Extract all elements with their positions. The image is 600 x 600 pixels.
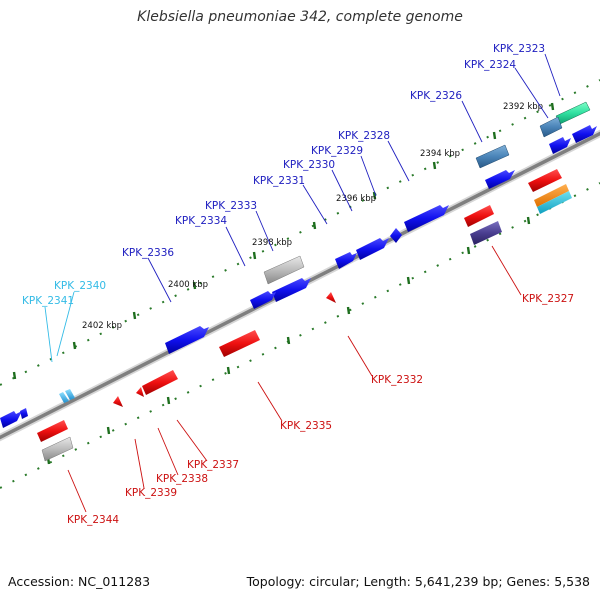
- gene-kpk-2344[interactable]: [41, 436, 74, 462]
- label-kpk-2334: KPK_2334: [175, 215, 227, 227]
- kbp-label-2394: 2394 kbp: [420, 149, 460, 159]
- label-kpk-2330: KPK_2330: [283, 159, 335, 171]
- label-kpk-2340: KPK_2340: [54, 280, 106, 292]
- accession-text: Accession: NC_011283: [8, 574, 151, 589]
- gene-kpk-2327-b[interactable]: [470, 221, 502, 245]
- leader-lines-top: [44, 53, 561, 363]
- label-kpk-2336: KPK_2336: [122, 247, 174, 259]
- label-kpk-2338: KPK_2338: [156, 473, 208, 485]
- gene-kpk-2340[interactable]: [65, 389, 75, 400]
- label-kpk-2337: KPK_2337: [187, 459, 239, 471]
- gene-kpk-2341[interactable]: [59, 392, 69, 403]
- gene-kpk-2333-cds[interactable]: [272, 278, 311, 302]
- tick-track-major: [12, 102, 555, 465]
- gene-kpk-2325-a[interactable]: [528, 169, 562, 192]
- gene-kpk-2338[interactable]: [136, 387, 144, 397]
- label-kpk-2328: KPK_2328: [338, 130, 390, 142]
- gene-kpk-2325-b[interactable]: [534, 184, 569, 207]
- label-kpk-2341: KPK_2341: [22, 295, 74, 307]
- gene-kpk-2333[interactable]: [263, 255, 305, 285]
- kbp-label-2402: 2402 kbp: [82, 321, 122, 331]
- genome-summary-text: Topology: circular; Length: 5,641,239 bp…: [246, 574, 590, 589]
- reverse-strand-features: [37, 169, 572, 462]
- gene-kpk-2327[interactable]: [464, 205, 494, 227]
- gene-kpk-2324-cds[interactable]: [549, 137, 571, 154]
- label-kpk-2329: KPK_2329: [311, 145, 363, 157]
- gene-kpk-2330[interactable]: [356, 238, 389, 260]
- gene-kpk-2334[interactable]: [250, 291, 276, 309]
- label-kpk-2326: KPK_2326: [410, 90, 462, 102]
- kbp-label-2392: 2392 kbp: [503, 102, 543, 112]
- label-kpk-2324: KPK_2324: [464, 59, 516, 71]
- gene-kpk-2329[interactable]: [390, 228, 402, 243]
- tick-track-outer: [0, 79, 600, 489]
- gene-kpk-2332[interactable]: [326, 292, 336, 303]
- gene-kpk-2343[interactable]: [20, 408, 28, 419]
- leader-lines-bottom: [67, 245, 522, 513]
- label-kpk-2327: KPK_2327: [522, 293, 574, 305]
- label-kpk-2323: KPK_2323: [493, 43, 545, 55]
- gene-kpk-2323[interactable]: [555, 101, 591, 125]
- label-kpk-2333: KPK_2333: [205, 200, 257, 212]
- map-title: Klebsiella pneumoniae 342, complete geno…: [137, 9, 463, 25]
- label-kpk-2331: KPK_2331: [253, 175, 305, 187]
- gene-kpk-2342[interactable]: [0, 411, 22, 428]
- label-kpk-2332: KPK_2332: [371, 374, 423, 386]
- label-kpk-2335: KPK_2335: [280, 420, 332, 432]
- label-kpk-2339: KPK_2339: [125, 487, 177, 499]
- gene-kpk-2328[interactable]: [404, 205, 449, 232]
- kbp-label-2398: 2398 kbp: [252, 238, 292, 248]
- label-kpk-2344: KPK_2344: [67, 514, 119, 526]
- gene-kpk-2326-cds[interactable]: [485, 170, 515, 189]
- gene-kpk-2323-cds[interactable]: [572, 125, 597, 143]
- gene-labels-top: KPK_2323 KPK_2324 KPK_2326 KPK_2328 KPK_…: [22, 43, 545, 307]
- gene-kpk-2336[interactable]: [165, 326, 209, 354]
- gene-kpk-2335[interactable]: [219, 330, 260, 357]
- gene-kpk-2326[interactable]: [475, 144, 510, 169]
- kbp-label-2396: 2396 kbp: [336, 194, 376, 204]
- gene-kpk-2324[interactable]: [539, 116, 563, 138]
- gene-kpk-2339[interactable]: [113, 396, 123, 407]
- kbp-label-2400: 2400 kbp: [168, 280, 208, 290]
- gene-kpk-2325-c[interactable]: [537, 191, 572, 214]
- gene-labels-bottom: KPK_2327 KPK_2332 KPK_2335 KPK_2337 KPK_…: [67, 293, 574, 526]
- forward-strand-features: [0, 101, 597, 428]
- gene-kpk-2331[interactable]: [335, 252, 357, 269]
- gene-kpk-2337[interactable]: [142, 370, 178, 395]
- gene-kpk-2344-a[interactable]: [37, 420, 68, 442]
